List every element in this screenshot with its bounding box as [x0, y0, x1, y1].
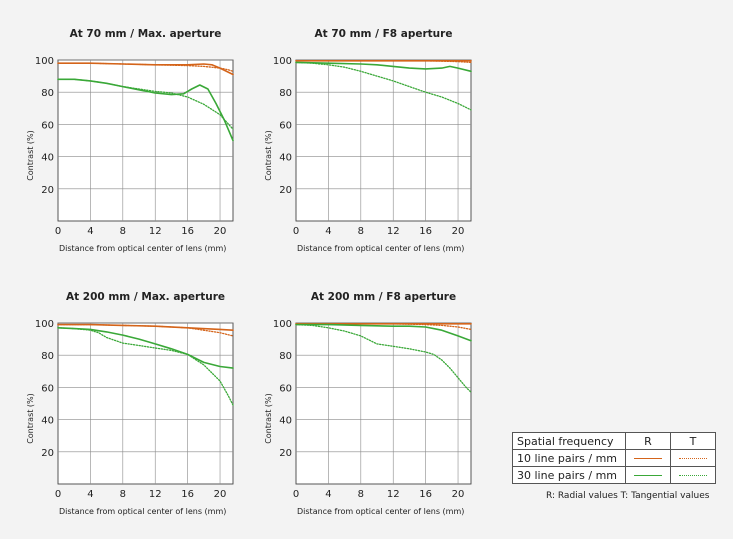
y-tick-label: 20 — [279, 185, 292, 196]
x-tick-label: 0 — [293, 226, 299, 237]
y-tick-label: 60 — [41, 120, 54, 131]
legend-label-10: 10 line pairs / mm — [512, 449, 626, 467]
series-line-t10 — [57, 323, 234, 337]
x-axis-label: Distance from optical center of lens (mm… — [59, 507, 226, 516]
series-line-t30 — [57, 78, 234, 130]
x-tick-label: 20 — [214, 489, 227, 500]
y-tick-label: 100 — [35, 56, 54, 67]
x-tick-label: 4 — [87, 489, 93, 500]
chart-2: At 70 mm / F8 aperture 20 40 60 80 100 0 4 8 12 16… — [264, 28, 472, 253]
legend-table: Spatial frequency R T 10 line pairs / mm… — [512, 432, 716, 484]
y-tick-label: 40 — [41, 416, 54, 427]
legend-swatch-t30 — [679, 475, 707, 476]
x-axis-label: Distance from optical center of lens (mm… — [59, 244, 226, 253]
legend-header: Spatial frequency — [512, 432, 626, 450]
y-tick-label: 40 — [41, 153, 54, 164]
series-line-t30 — [57, 327, 234, 406]
y-axis-label: Contrast (%) — [26, 393, 35, 444]
y-tick-label: 80 — [279, 351, 292, 362]
x-tick-label: 16 — [419, 226, 432, 237]
series-line-t10 — [57, 62, 234, 72]
x-tick-label: 4 — [325, 489, 331, 500]
y-tick-label: 60 — [279, 383, 292, 394]
x-axis-label: Distance from optical center of lens (mm… — [297, 507, 464, 516]
plot-area — [57, 59, 234, 222]
x-tick-label: 8 — [358, 489, 364, 500]
y-tick-label: 20 — [41, 448, 54, 459]
y-axis-label: Contrast (%) — [264, 130, 273, 181]
y-tick-label: 20 — [279, 448, 292, 459]
legend-swatch-r30 — [634, 475, 662, 476]
x-tick-label: 12 — [149, 226, 162, 237]
x-tick-label: 0 — [293, 489, 299, 500]
y-axis-label: Contrast (%) — [264, 393, 273, 444]
x-tick-label: 20 — [452, 226, 465, 237]
x-tick-label: 12 — [387, 489, 400, 500]
x-axis-label: Distance from optical center of lens (mm… — [297, 244, 464, 253]
chart-1: At 70 mm / Max. aperture 20 40 60 80 100 0 4 8 12… — [26, 28, 234, 253]
legend-label-30: 30 line pairs / mm — [512, 466, 626, 484]
series-line-r30 — [295, 323, 472, 342]
y-tick-label: 60 — [41, 383, 54, 394]
chart-title: At 200 mm / Max. aperture — [66, 291, 225, 303]
legend-row-30: 30 line pairs / mm — [512, 466, 716, 484]
y-axis-label: Contrast (%) — [26, 130, 35, 181]
y-tick-label: 100 — [273, 319, 292, 330]
legend-note: R: Radial values T: Tangential values — [546, 491, 710, 501]
x-tick-label: 0 — [55, 489, 61, 500]
series-line-t30 — [295, 323, 472, 393]
legend-row-10: 10 line pairs / mm — [512, 449, 716, 467]
legend-swatch-r10 — [634, 458, 662, 459]
x-tick-label: 20 — [452, 489, 465, 500]
legend-swatch-t10 — [679, 458, 707, 459]
x-tick-label: 12 — [387, 226, 400, 237]
y-tick-label: 80 — [41, 351, 54, 362]
x-tick-label: 8 — [358, 226, 364, 237]
legend-col-tangential: T — [670, 432, 716, 450]
chart-title: At 70 mm / F8 aperture — [315, 28, 453, 40]
plot-area — [295, 322, 472, 485]
x-tick-label: 16 — [419, 489, 432, 500]
plot-area — [295, 59, 472, 222]
x-tick-label: 16 — [181, 489, 194, 500]
x-tick-label: 0 — [55, 226, 61, 237]
x-tick-label: 16 — [181, 226, 194, 237]
x-tick-label: 8 — [120, 489, 126, 500]
y-tick-label: 100 — [35, 319, 54, 330]
series-line-t30 — [295, 61, 472, 111]
x-tick-label: 4 — [87, 226, 93, 237]
y-tick-label: 100 — [273, 56, 292, 67]
y-tick-label: 80 — [41, 88, 54, 99]
y-tick-label: 40 — [279, 153, 292, 164]
y-tick-label: 80 — [279, 88, 292, 99]
x-tick-label: 4 — [325, 226, 331, 237]
series-line-t10 — [295, 60, 472, 64]
chart-title: At 70 mm / Max. aperture — [70, 28, 222, 40]
series-line-r30 — [57, 326, 234, 369]
y-tick-label: 40 — [279, 416, 292, 427]
x-tick-label: 12 — [149, 489, 162, 500]
plot-area — [57, 322, 234, 485]
legend-col-radial: R — [625, 432, 671, 450]
x-tick-label: 8 — [120, 226, 126, 237]
y-tick-label: 60 — [279, 120, 292, 131]
legend-header-row: Spatial frequency R T — [512, 432, 716, 450]
chart-title: At 200 mm / F8 aperture — [311, 291, 456, 303]
x-tick-label: 20 — [214, 226, 227, 237]
chart-3: At 200 mm / Max. aperture 20 40 60 80 100 0 4 8 1… — [26, 291, 234, 516]
chart-4: At 200 mm / F8 aperture 20 40 60 80 100 0 4 8 12 1… — [264, 291, 472, 516]
y-tick-label: 20 — [41, 185, 54, 196]
series-line-r30 — [295, 61, 472, 73]
series-line-t10 — [295, 323, 472, 331]
